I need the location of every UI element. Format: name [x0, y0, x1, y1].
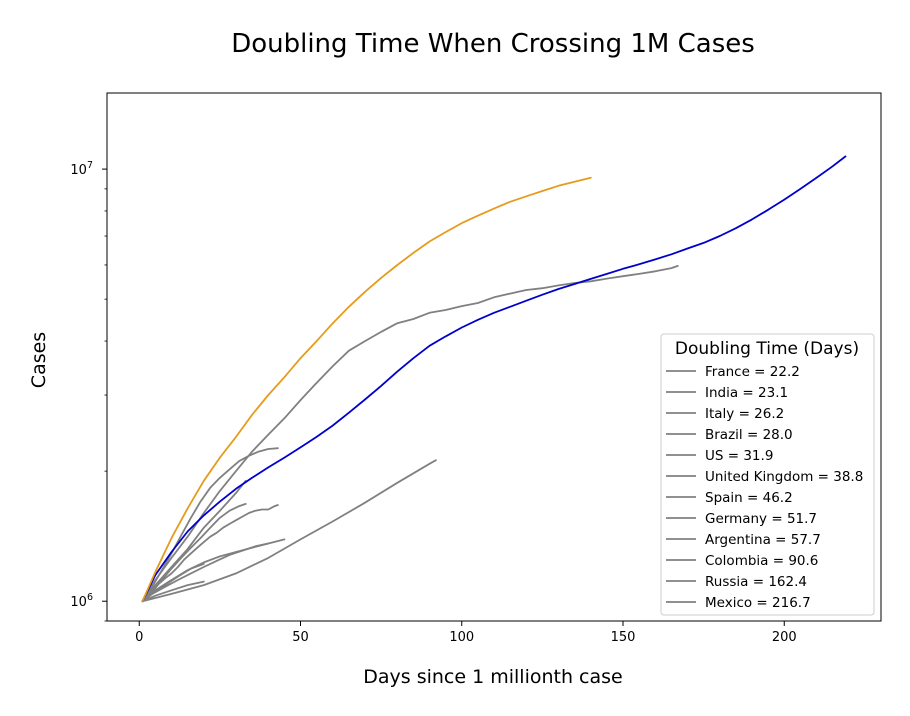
- legend-title: Doubling Time (Days): [675, 339, 859, 359]
- legend-entry-6: Spain = 46.2: [705, 490, 793, 506]
- series-line-2: [141, 503, 247, 603]
- series-line-8: [141, 563, 205, 603]
- x-tick-label-1: 50: [292, 630, 309, 645]
- x-tick-label-4: 200: [772, 630, 797, 645]
- y-tick-exponent-0: 6: [87, 592, 93, 603]
- y-axis-label: Cases: [28, 332, 50, 388]
- y-tick-label-1: 107: [70, 160, 93, 178]
- series-layer: [141, 155, 847, 603]
- legend-box: [660, 333, 875, 616]
- series-line-10: [141, 155, 847, 603]
- legend-entry-10: Russia = 162.4: [705, 574, 807, 590]
- x-tick-label-3: 150: [611, 630, 636, 645]
- legend-entry-4: US = 31.9: [705, 448, 773, 464]
- legend-entry-2: Italy = 26.2: [705, 406, 784, 422]
- series-line-9: [141, 459, 437, 603]
- y-tick-label-0: 106: [70, 592, 93, 610]
- legend-entry-7: Germany = 51.7: [705, 511, 817, 527]
- legend-entry-1: India = 23.1: [705, 385, 788, 401]
- series-line-4: [141, 479, 247, 603]
- legend-entry-0: France = 22.2: [705, 364, 800, 380]
- legend-entry-5: United Kingdom = 38.8: [705, 469, 863, 485]
- series-line-6: [141, 542, 270, 603]
- series-line-5: [141, 538, 286, 603]
- series-line-3: [141, 447, 279, 603]
- x-ticks: 0 50 100 150 200: [135, 621, 797, 645]
- legend-entry-3: Brazil = 28.0: [705, 427, 793, 443]
- plot-frame: [106, 92, 882, 622]
- series-line-11: [141, 176, 592, 603]
- series-line-7: [141, 580, 205, 603]
- chart-title: Doubling Time When Crossing 1M Cases: [231, 29, 755, 59]
- y-tick-exponent-1: 7: [87, 160, 93, 171]
- series-line-1: [141, 265, 679, 603]
- y-ticks: 106 107: [70, 160, 107, 622]
- legend-entry-9: Colombia = 90.6: [705, 553, 818, 569]
- legend-items: France = 22.2 India = 23.1 Italy = 26.2 Bra…: [666, 364, 863, 611]
- x-tick-label-2: 100: [449, 630, 474, 645]
- x-axis-label: Days since 1 millionth case: [363, 666, 622, 688]
- legend-entry-8: Argentina = 57.7: [705, 532, 821, 548]
- legend: Doubling Time (Days) France = 22.2 India …: [660, 333, 875, 616]
- series-line-0: [141, 504, 279, 603]
- x-tick-label-0: 0: [135, 630, 143, 645]
- legend-entry-11: Mexico = 216.7: [705, 595, 811, 611]
